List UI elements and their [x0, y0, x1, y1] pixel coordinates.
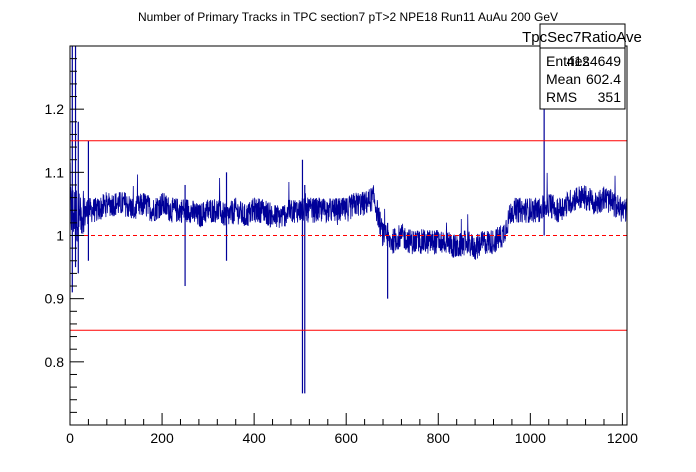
stats-rms-value: 351 [598, 89, 622, 105]
y-tick-label: 1.1 [45, 164, 65, 180]
y-tick-label: 0.9 [45, 291, 65, 307]
y-tick-label: 0.8 [45, 354, 65, 370]
chart-title: Number of Primary Tracks in TPC section7… [138, 10, 558, 24]
x-tick-label: 1000 [515, 430, 546, 446]
x-tick-label: 1200 [607, 430, 638, 446]
stats-mean-value: 602.4 [586, 71, 621, 87]
plot-frame [69, 45, 628, 426]
x-tick-label: 200 [150, 430, 174, 446]
stats-entries-value: 4124649 [566, 53, 621, 69]
x-tick-label: 800 [427, 430, 451, 446]
stats-entries-label: Entries [546, 53, 590, 69]
axes: 0 200 400 600 800 1000 1200 0.8 0.9 1 1.1 1.2 [45, 45, 638, 446]
y-tick-label: 1 [56, 228, 64, 244]
reference-lines [70, 140, 627, 331]
stats-rms-label: RMS [546, 89, 577, 105]
x-tick-label: 0 [66, 430, 74, 446]
x-tick-label: 400 [242, 430, 266, 446]
stats-box: TpcSec7RatioAve Entries 4124649 Mean 602… [522, 23, 642, 110]
stats-box-name: TpcSec7RatioAve [522, 29, 642, 46]
x-tick-label: 600 [335, 430, 359, 446]
stats-box-frame [539, 23, 626, 110]
series-trace [69, 162, 628, 260]
y-tick-label: 1.2 [45, 101, 65, 117]
stats-mean-label: Mean [546, 71, 581, 87]
